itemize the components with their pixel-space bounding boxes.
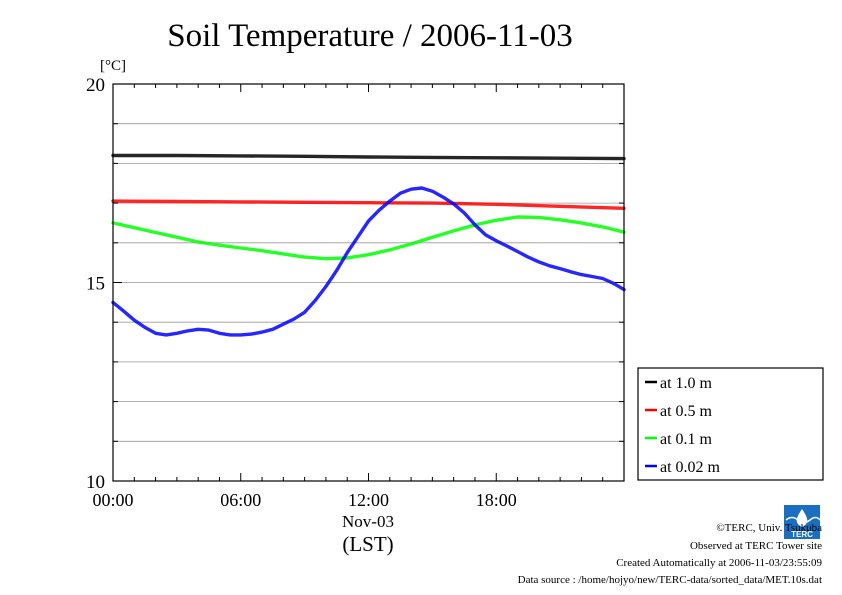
y-tick-labels: 10 15 20	[86, 75, 105, 493]
legend-label: at 0.5 m	[660, 403, 713, 420]
x-tick-label: 06:00	[220, 490, 261, 510]
legend-label: at 0.02 m	[660, 459, 721, 476]
chart-title: Soil Temperature / 2006-11-03	[167, 18, 573, 54]
x-tick-label: 18:00	[476, 490, 517, 510]
series-line-1	[111, 153, 626, 161]
legend: at 1.0 m at 0.5 m at 0.1 m at 0.02 m	[645, 375, 721, 476]
series-lines	[111, 153, 626, 337]
y-tick-label: 20	[86, 75, 105, 96]
footer-created: Created Automatically at 2006-11-03/23:5…	[616, 557, 822, 569]
x-tick-label: 00:00	[92, 490, 133, 510]
footer-observed: Observed at TERC Tower site	[690, 540, 822, 552]
x-date-label: Nov-03	[342, 512, 394, 531]
legend-box	[637, 367, 824, 481]
series-line-2	[111, 199, 626, 211]
x-tick-labels: 00:00 06:00 12:00 18:00	[92, 490, 516, 510]
terc-logo-text: TERC	[791, 530, 813, 539]
axis-ticks	[112, 83, 625, 482]
series-line-4	[111, 186, 626, 337]
grid-lines	[113, 123, 624, 442]
y-tick-label: 15	[86, 274, 105, 295]
terc-logo: TERC	[784, 505, 821, 539]
x-axis-label: (LST)	[342, 532, 393, 556]
series-line-3	[111, 215, 626, 261]
y-axis-unit: [°C]	[100, 58, 126, 74]
footer-copyright: ©TERC, Univ. Tsukuba	[716, 522, 822, 534]
y-tick-label: 10	[86, 472, 105, 493]
footer-source: Data source : /home/hojyo/new/TERC-data/…	[518, 574, 822, 586]
x-tick-label: 12:00	[348, 490, 389, 510]
legend-label: at 0.1 m	[660, 431, 713, 448]
legend-label: at 1.0 m	[660, 375, 713, 392]
